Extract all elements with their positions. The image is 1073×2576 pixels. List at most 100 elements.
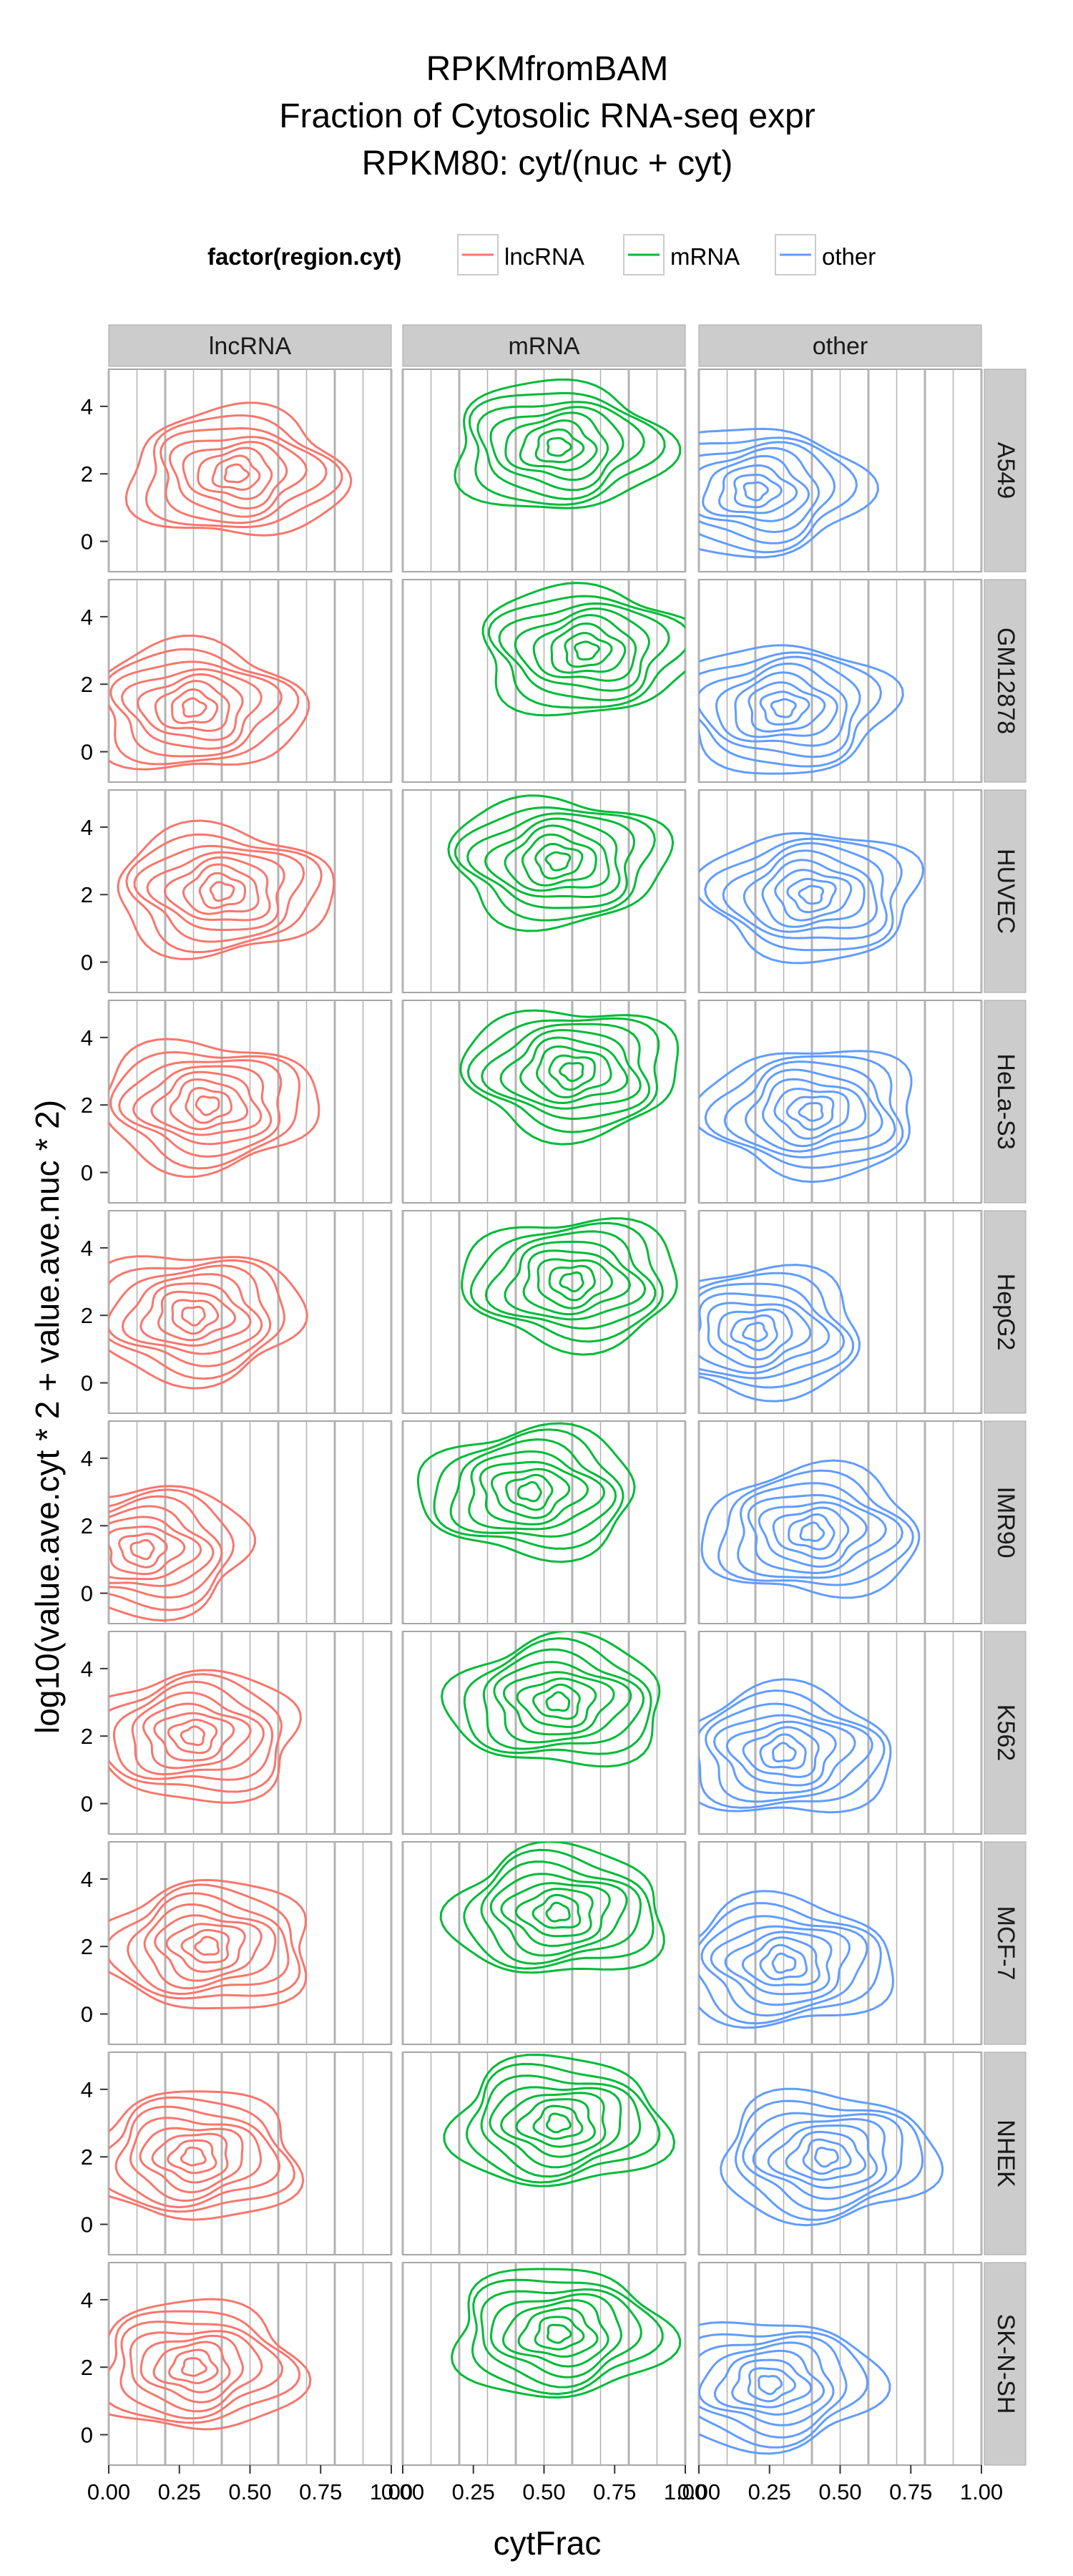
contour-ring — [534, 2316, 585, 2351]
contour-ring — [500, 2092, 607, 2158]
title-line-3: RPKM80: cyt/(nuc + cyt) — [362, 145, 733, 182]
y-tick-label: 2 — [81, 1093, 93, 1118]
panel-lncRNA-GM12878 — [107, 579, 393, 783]
contour-ring — [112, 1680, 274, 1781]
panel-mRNA-K562 — [401, 1631, 687, 1835]
strip-label: HUVEC — [992, 849, 1019, 934]
contour-ring — [785, 1096, 835, 1131]
contour-ring — [468, 391, 666, 506]
contour-ring — [481, 1023, 651, 1121]
panel-lncRNA-NHEK — [107, 2051, 393, 2255]
contour-ring — [699, 1689, 886, 1809]
x-tick-label: 0.00 — [87, 2479, 130, 2504]
contour-ring — [125, 833, 323, 954]
contour-ring — [730, 1314, 778, 1352]
contour-ring — [137, 673, 244, 741]
title-line-2: Fraction of Cytosolic RNA-seq expr — [279, 97, 815, 135]
contour-ring — [433, 1428, 624, 1550]
contour-ring — [548, 1054, 596, 1091]
contour-ring — [761, 1078, 867, 1148]
x-tick-label: 0.25 — [452, 2479, 495, 2504]
contour-ring — [504, 824, 610, 892]
panel-other-HUVEC — [697, 789, 983, 993]
contour-ring — [150, 1070, 263, 1136]
contour-ring — [699, 1890, 895, 2029]
contour-ring — [476, 401, 645, 500]
facet-panels: lncRNA mRNA other A549 0 2 4 GM12878 0 2 4 HUVEC 0 2 4… — [81, 324, 1027, 2504]
contour-ring — [737, 1482, 903, 1579]
y-tick-label: 4 — [81, 1236, 93, 1261]
contour-ring — [536, 1258, 614, 1309]
x-tick-label: 0.25 — [748, 2479, 791, 2504]
contour-ring — [713, 2349, 825, 2416]
contour-ring — [534, 843, 584, 880]
contour-ring — [788, 1513, 836, 1551]
strip-background — [984, 1000, 1027, 1204]
y-tick-label: 0 — [81, 1161, 93, 1186]
contour-ring — [182, 697, 207, 718]
contour-ring — [699, 447, 820, 534]
legend-label: other — [822, 243, 876, 270]
contour-ring — [463, 1637, 652, 1755]
contour-ring — [117, 819, 335, 960]
strip-background — [984, 1420, 1027, 1624]
contour-ring — [170, 688, 219, 724]
strip-label: SK-N-SH — [992, 2314, 1019, 2414]
contour-ring — [480, 2074, 642, 2178]
contour-ring — [489, 2293, 622, 2379]
contour-ring — [450, 2268, 682, 2399]
contour-ring — [712, 1714, 856, 1795]
y-tick-label: 2 — [81, 462, 93, 487]
contour-ring — [489, 406, 624, 492]
contour-ring — [699, 644, 904, 775]
contour-ring — [479, 1460, 589, 1526]
contour-ring — [704, 837, 903, 952]
contour-lines — [720, 2087, 944, 2227]
contour-ring — [449, 1438, 617, 1538]
contour-ring — [152, 2341, 231, 2394]
strip-background — [984, 2262, 1027, 2466]
strip-background — [698, 324, 982, 367]
contour-ring — [559, 1062, 584, 1083]
contour-ring — [144, 414, 343, 529]
legend-title: factor(region.cyt) — [207, 243, 401, 270]
contour-ring — [109, 1669, 303, 1804]
contour-lines — [699, 1050, 913, 1184]
contour-ring — [481, 582, 685, 717]
contour-ring — [124, 401, 353, 537]
x-tick-label: 0.75 — [889, 2479, 932, 2504]
y-tick-label: 4 — [81, 2077, 93, 2102]
contour-ring — [109, 648, 300, 766]
contour-ring — [724, 1931, 833, 1996]
contour-lines — [117, 819, 335, 960]
contour-ring — [163, 856, 271, 922]
contour-ring — [465, 2062, 661, 2184]
contour-lines — [109, 1669, 303, 1804]
row-strip-HeLa-S3: HeLa-S3 — [984, 1000, 1027, 1204]
contour-ring — [699, 427, 879, 559]
contour-ring — [168, 2348, 219, 2384]
contour-ring — [132, 1065, 273, 1146]
contour-lines — [699, 427, 879, 559]
panel-other-K562 — [697, 1631, 983, 1835]
contour-ring — [717, 464, 798, 514]
contour-ring — [182, 441, 288, 510]
x-tick-label: 0.00 — [381, 2479, 424, 2504]
contour-ring — [493, 1661, 632, 1744]
contour-lines — [416, 1422, 636, 1563]
legend-label: mRNA — [670, 243, 740, 270]
y-tick-label: 4 — [81, 1657, 93, 1682]
contour-ring — [439, 1842, 665, 1974]
contour-ring — [109, 1259, 285, 1380]
panel-other-HepG2 — [697, 1210, 983, 1414]
contour-ring — [499, 1029, 642, 1110]
contour-ring — [484, 1230, 657, 1330]
contour-ring — [480, 2288, 642, 2389]
contour-ring — [127, 1892, 290, 1996]
panel-lncRNA-A549 — [107, 369, 393, 572]
y-tick-label: 0 — [81, 530, 93, 555]
contour-ring — [699, 2331, 869, 2449]
contour-lines — [700, 1459, 921, 1599]
strip-label: NHEK — [992, 2119, 1019, 2187]
strip-label: K562 — [992, 1704, 1019, 1761]
